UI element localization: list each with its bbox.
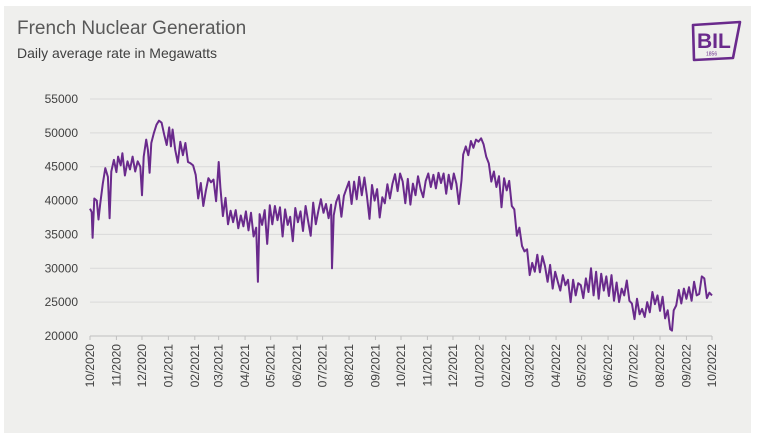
y-tick-label: 50000	[45, 126, 79, 140]
x-tick-label: 07/2021	[316, 344, 330, 388]
x-tick-label: 10/2020	[83, 344, 97, 388]
y-tick-label: 55000	[45, 92, 79, 106]
x-tick-label: 07/2022	[627, 344, 641, 388]
x-tick-label: 09/2022	[679, 344, 693, 388]
x-tick-label: 09/2021	[368, 344, 382, 388]
y-axis: 20000 25000 30000 35000 40000 45000 50000 55000	[45, 92, 79, 343]
x-tick-label: 01/2022	[472, 344, 486, 388]
chart-subtitle: Daily average rate in Megawatts	[17, 45, 217, 61]
x-tick-label: 03/2022	[523, 344, 537, 388]
y-tick-label: 35000	[45, 227, 79, 241]
x-tick-label: 04/2021	[238, 344, 252, 388]
x-tick-label: 03/2021	[212, 344, 226, 388]
x-tick-label: 02/2022	[499, 344, 513, 388]
x-tick-label: 01/2021	[161, 344, 175, 388]
x-tick-label: 04/2022	[549, 344, 563, 388]
x-axis: 10/2020 11/2020 12/2020 01/2021 02/2021 03/20…	[83, 336, 719, 387]
svg-text:BIL: BIL	[697, 30, 731, 53]
x-tick-label: 08/2022	[653, 344, 667, 388]
x-tick-label: 06/2021	[290, 344, 304, 388]
chart-title: French Nuclear Generation	[17, 18, 247, 39]
y-tick-label: 45000	[45, 160, 79, 174]
y-tick-label: 30000	[45, 261, 79, 275]
y-tick-label: 20000	[45, 329, 79, 343]
x-tick-label: 11/2020	[109, 344, 123, 387]
x-tick-label: 05/2021	[264, 344, 278, 388]
y-tick-label: 25000	[45, 295, 79, 309]
x-tick-label: 05/2022	[575, 344, 589, 388]
x-tick-label: 11/2021	[420, 344, 434, 387]
x-tick-label: 12/2020	[135, 344, 149, 388]
x-tick-label: 06/2022	[601, 344, 615, 388]
x-tick-label: 10/2022	[705, 344, 719, 388]
x-tick-label: 02/2021	[188, 344, 202, 388]
x-tick-label: 12/2021	[446, 344, 460, 388]
x-tick-label: 10/2021	[394, 344, 408, 388]
chart-panel	[4, 6, 751, 433]
series-line-nuclear	[89, 119, 713, 332]
bil-logo: BIL 1856	[691, 20, 742, 62]
svg-text:1856: 1856	[706, 52, 717, 58]
x-tick-label: 08/2021	[342, 344, 356, 388]
y-tick-label: 40000	[45, 194, 79, 208]
